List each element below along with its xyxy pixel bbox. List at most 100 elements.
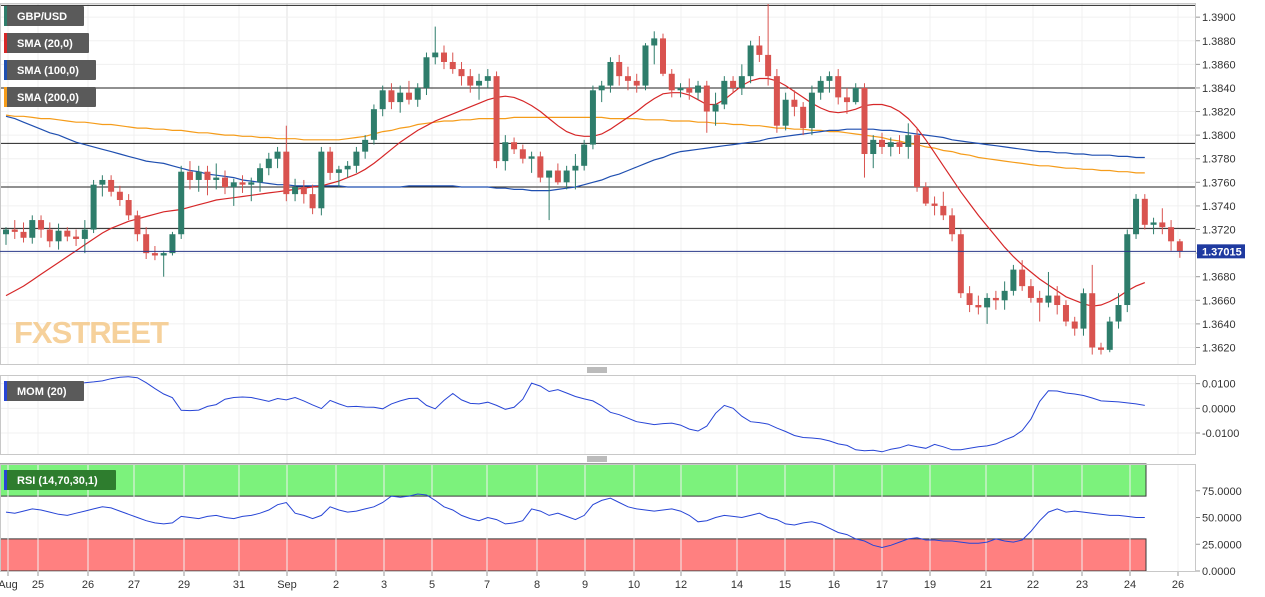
panel-resize-handle-2[interactable] [587, 456, 607, 462]
candle-body [826, 76, 833, 81]
legend-item-mom[interactable]: MOM (20) [4, 381, 84, 401]
candle-bullish [414, 83, 421, 107]
candle-body [108, 179, 115, 192]
candle-bullish [90, 179, 97, 234]
mom-panel-border [0, 375, 1196, 455]
candle-bearish [38, 215, 45, 238]
candle-body [765, 54, 772, 77]
candle-body [511, 142, 518, 150]
legend-item-sma200[interactable]: SMA (200,0) [4, 87, 96, 107]
candle-bearish [493, 71, 500, 169]
legend-item-rsi[interactable]: RSI (14,70,30,1) [4, 470, 116, 490]
y-tick-label: 1.3740 [1202, 201, 1236, 213]
x-tick-label: 12 [675, 579, 687, 591]
candle-bullish [1133, 194, 1140, 239]
candle-bearish [116, 185, 123, 206]
candle-body [213, 177, 220, 180]
mom-line [5, 376, 1145, 453]
candle-body [1159, 222, 1166, 228]
candle-body [125, 200, 132, 216]
candle-bullish [642, 43, 649, 91]
candle-bearish [1019, 260, 1026, 291]
candle-bearish [616, 54, 623, 86]
candle-body [957, 234, 964, 294]
candle-bullish [178, 165, 185, 239]
candle-body [502, 142, 509, 162]
candle-body [747, 45, 754, 77]
x-tick-label: 23 [1076, 579, 1088, 591]
candle-body [414, 87, 421, 100]
candle-body [589, 90, 596, 145]
legend-item-gbpusd[interactable]: GBP/USD [4, 6, 84, 26]
x-tick-label: 24 [1124, 579, 1136, 591]
candle-bearish [931, 196, 938, 216]
candle-bullish [677, 83, 684, 98]
candle-body [546, 170, 553, 178]
y-tick-label: 1.3620 [1202, 342, 1236, 354]
sma20-layer [5, 77, 1146, 307]
legend-item-sma100[interactable]: SMA (100,0) [4, 60, 96, 80]
candle-bullish [1124, 229, 1131, 313]
candle-body [922, 187, 929, 204]
candle-body [441, 52, 447, 62]
candle-bearish [108, 175, 115, 197]
candle-body [204, 171, 211, 180]
candle-bullish [353, 146, 360, 173]
rsi-oversold-zone [0, 538, 1147, 572]
sma200-layer [5, 114, 1145, 174]
candle-body [169, 234, 176, 254]
candle-body [624, 76, 631, 81]
candle-bearish [668, 69, 675, 98]
candle-body [651, 38, 658, 46]
candle-body [616, 61, 623, 77]
candle-bullish [607, 57, 614, 93]
candle-body [344, 165, 351, 170]
candle-bullish [1150, 217, 1157, 235]
candle-bearish [467, 69, 474, 93]
legend-swatch-gbpusd [4, 6, 7, 26]
panel-resize-handle-1[interactable] [587, 367, 607, 373]
candle-bullish [826, 71, 833, 93]
candle-body [607, 61, 614, 86]
candle-body [668, 73, 675, 91]
x-tick-label: 7 [484, 579, 490, 591]
candle-body [791, 99, 798, 107]
candle-body [484, 76, 491, 81]
candle-body [388, 90, 395, 103]
candle-bearish [388, 83, 395, 110]
candle-body [1124, 234, 1131, 306]
mom-grid [0, 375, 1196, 454]
candle-bullish [581, 139, 588, 171]
y-tick-label: 1.3780 [1202, 154, 1236, 166]
candle-body [309, 194, 316, 209]
candle-bearish [151, 246, 158, 261]
candle-bullish [370, 104, 377, 145]
y-tick-label: 0.0000 [1202, 566, 1236, 578]
candle-body [46, 229, 53, 242]
current-price-box [1197, 244, 1245, 259]
candle-body [721, 80, 728, 105]
candle-body [852, 87, 859, 103]
y-tick-label: -0.0100 [1202, 428, 1239, 440]
rsi-axis: 75.0000 50.0000 25.0000 0.0000 [1196, 486, 1242, 578]
candle-body [940, 205, 947, 216]
candle-body [20, 231, 27, 238]
x-tick-label: 29 [178, 579, 190, 591]
candle-bullish [817, 76, 824, 100]
candle-body [677, 87, 684, 91]
candle-body [397, 92, 404, 103]
candle-bearish [554, 163, 561, 185]
candle-bearish [1036, 290, 1043, 322]
candle-body [1045, 295, 1052, 303]
candle-body [160, 253, 167, 256]
legend-item-sma20[interactable]: SMA (20,0) [4, 33, 89, 53]
candle-body [966, 293, 973, 306]
mom-line-layer [5, 376, 1145, 453]
candle-body [300, 187, 307, 195]
rsi-line-layer [5, 493, 1145, 549]
legend-label-sma20: SMA (20,0) [17, 38, 73, 50]
candle-body [1001, 290, 1008, 301]
candle-body [1010, 269, 1017, 291]
candle-bearish [1168, 220, 1175, 251]
